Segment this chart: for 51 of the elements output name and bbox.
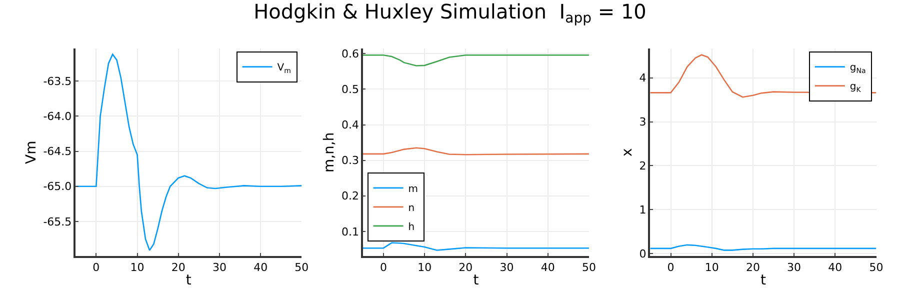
y-tick-label: -64.0 <box>43 110 72 123</box>
x-tick-label: 20 <box>171 260 186 274</box>
y-tick-label: 0.3 <box>341 154 359 168</box>
y-tick-label: -65.0 <box>43 180 72 194</box>
y-tick-label: 2 <box>639 160 646 173</box>
x-axis-title: t <box>186 272 192 289</box>
y-tick-label: 0.5 <box>341 83 359 96</box>
x-axis-title: t <box>760 272 766 289</box>
legend-label: m <box>408 184 418 195</box>
x-tick-label: 10 <box>418 260 432 274</box>
x-tick-label: 50 <box>869 260 884 274</box>
legend-label: h <box>408 222 415 233</box>
y-tick-label: 0 <box>639 248 646 261</box>
text: Hodgkin & Huxley Simulation I$_{app}$ = 10 <box>254 0 646 27</box>
x-tick-label: 0 <box>92 260 100 274</box>
y-axis-title: Vm <box>23 140 40 164</box>
legend-label: g$_{K}$ <box>850 82 862 94</box>
legend-label: V$_{m}$ <box>277 62 292 75</box>
line-series <box>362 54 589 66</box>
x-tick-label: 50 <box>582 260 596 274</box>
x-tick-label: 30 <box>500 260 514 274</box>
line-series <box>362 147 589 156</box>
y-tick-label: 0.1 <box>341 225 359 238</box>
y-tick-label: 0.4 <box>341 118 359 132</box>
y-tick-label: 1 <box>639 204 646 217</box>
line-series <box>362 242 589 251</box>
line-series <box>76 54 302 251</box>
legend-label: g$_{Na}$ <box>850 62 866 75</box>
x-tick-label: 40 <box>540 260 555 274</box>
x-tick-label: 20 <box>746 260 760 274</box>
y-tick-label: -65.5 <box>43 215 72 228</box>
y-axis-title: x <box>619 148 636 156</box>
y-tick-label: -63.5 <box>43 74 72 88</box>
y-tick-label: -64.5 <box>43 145 72 158</box>
x-tick-label: 20 <box>458 260 473 274</box>
x-tick-label: 30 <box>212 260 226 274</box>
x-tick-label: 50 <box>294 260 309 274</box>
x-tick-label: 10 <box>704 260 719 274</box>
y-tick-label: 3 <box>639 116 646 129</box>
y-tick-label: 0.2 <box>341 190 359 203</box>
x-tick-label: 30 <box>787 260 802 274</box>
y-tick-label: 4 <box>639 72 646 85</box>
x-axis-title: t <box>473 272 480 289</box>
y-axis-title: m,n,h <box>322 132 338 172</box>
y-tick-label: 0.6 <box>341 48 359 61</box>
x-tick-label: 10 <box>130 260 144 274</box>
legend-label: n <box>408 202 415 214</box>
x-tick-label: 0 <box>380 260 387 274</box>
x-tick-label: 40 <box>828 260 842 274</box>
x-tick-label: 0 <box>667 260 674 274</box>
x-tick-label: 40 <box>254 260 268 274</box>
